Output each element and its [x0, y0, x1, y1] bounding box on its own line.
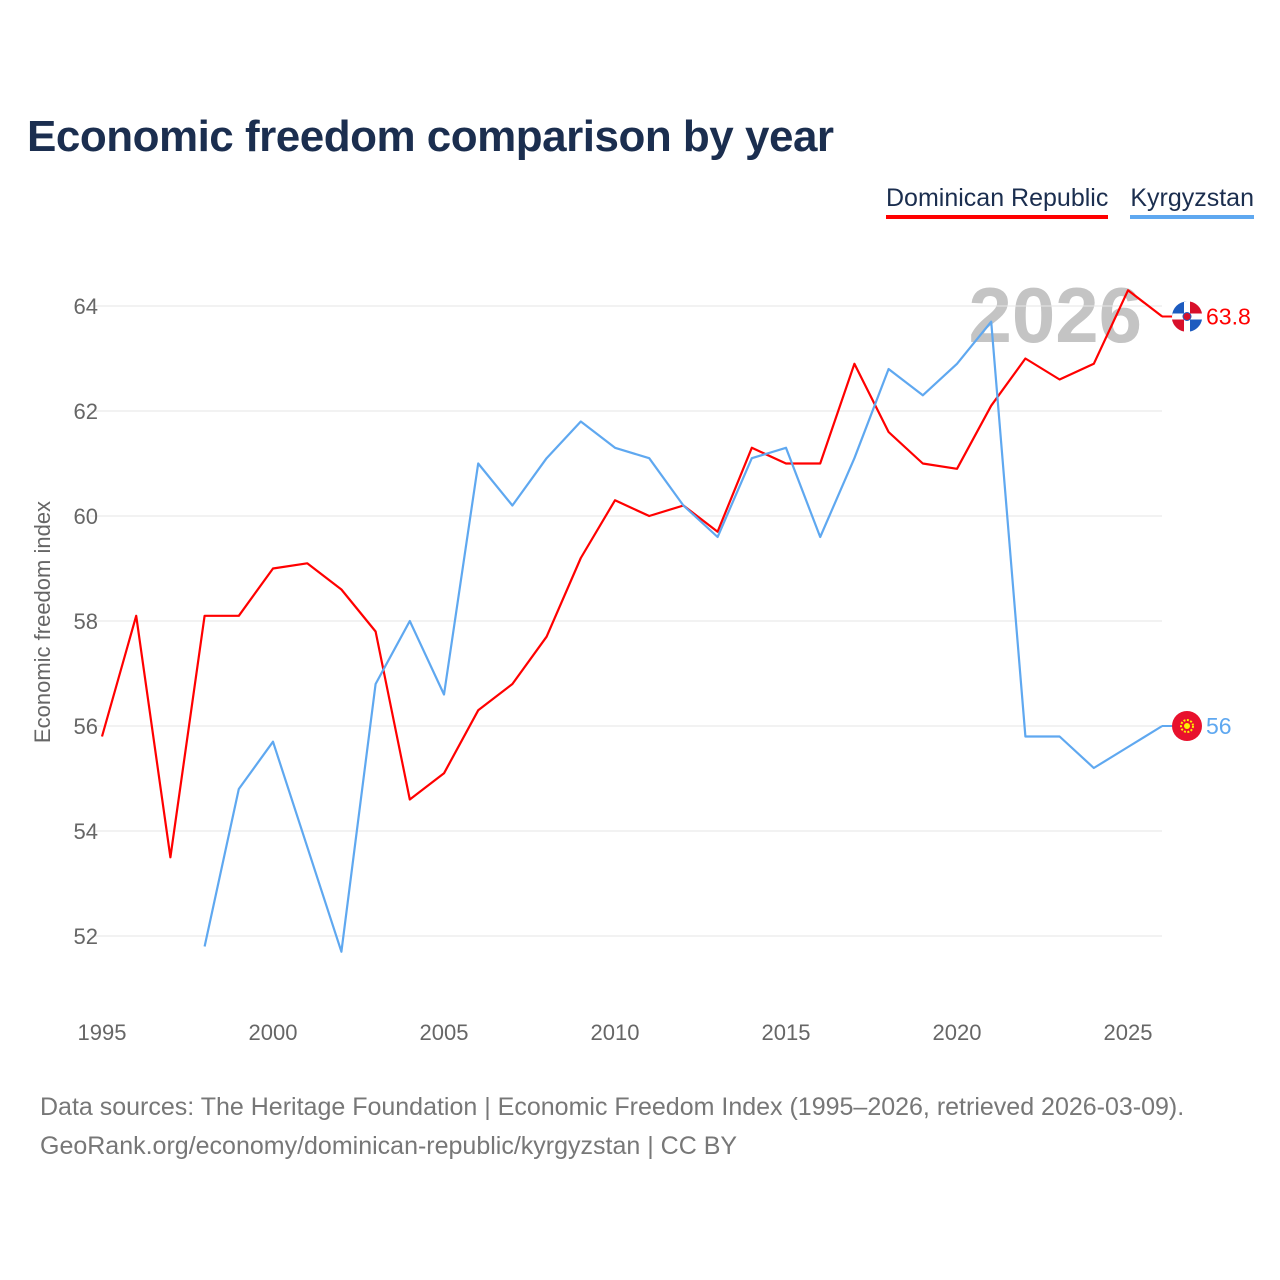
y-tick-label: 64	[74, 294, 98, 319]
flag-quadrant	[1190, 301, 1202, 314]
legend: Dominican Republic Kyrgyzstan	[886, 184, 1254, 219]
chart-title: Economic freedom comparison by year	[27, 112, 834, 161]
x-tick-label: 2015	[762, 1020, 811, 1045]
y-tick-label: 62	[74, 399, 98, 424]
source-url: GeoRank.org/economy/dominican-republic/k…	[40, 1132, 738, 1160]
x-tick-label: 2000	[249, 1020, 298, 1045]
flag-sun-core	[1184, 723, 1190, 729]
end-value-label: 56	[1206, 713, 1232, 739]
footer: Data sources: The Heritage Foundation | …	[40, 1088, 1184, 1166]
series-line-kyrgyzstan	[203, 320, 1163, 953]
year-watermark: 2026	[968, 271, 1142, 359]
y-tick-label: 60	[74, 504, 98, 529]
legend-item-dominican-republic[interactable]: Dominican Republic	[886, 184, 1109, 219]
x-tick-label: 2005	[420, 1020, 469, 1045]
series-line-dominican-republic	[100, 289, 1163, 859]
x-tick-label: 2010	[591, 1020, 640, 1045]
y-axis-label: Economic freedom index	[30, 501, 55, 743]
y-tick-label: 56	[74, 714, 98, 739]
y-tick-label: 54	[74, 819, 98, 844]
x-tick-label: 2020	[933, 1020, 982, 1045]
source-note: Data sources: The Heritage Foundation | …	[40, 1093, 1185, 1121]
flag-quadrant	[1190, 319, 1202, 332]
y-tick-label: 58	[74, 609, 98, 634]
legend-item-kyrgyzstan[interactable]: Kyrgyzstan	[1130, 184, 1254, 219]
x-tick-label: 1995	[78, 1020, 127, 1045]
x-tick-label: 2025	[1104, 1020, 1153, 1045]
flag-sun	[1180, 719, 1194, 733]
flag-emblem	[1182, 312, 1192, 321]
flag-quadrant	[1172, 301, 1187, 317]
end-value-label: 63.8	[1206, 304, 1251, 330]
flag-quadrant	[1172, 319, 1184, 332]
y-tick-label: 52	[74, 924, 98, 949]
